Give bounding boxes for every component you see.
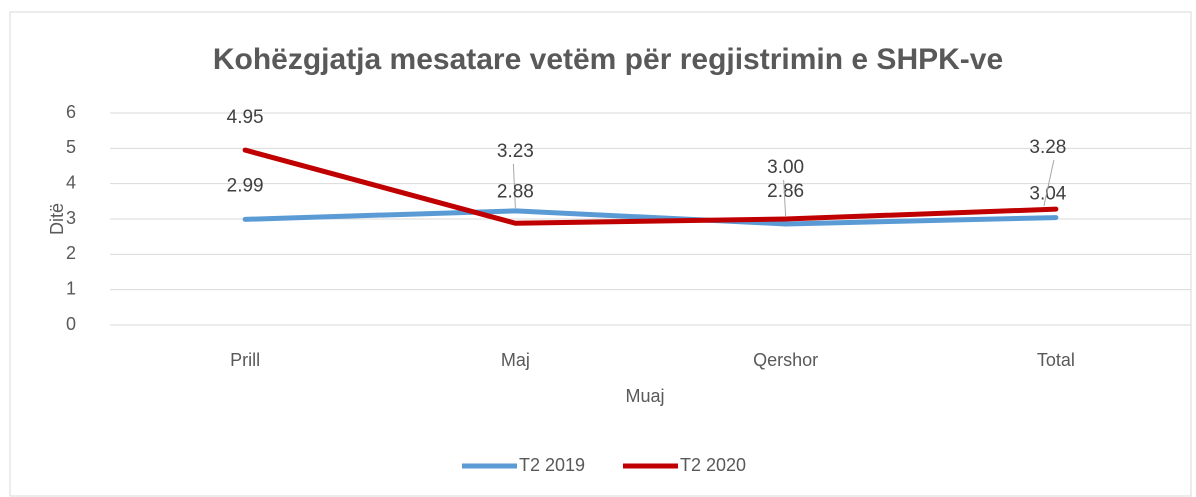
y-axis-title: Ditë: [47, 203, 67, 235]
data-label: 2.99: [227, 175, 264, 196]
data-label: 3.00: [767, 157, 804, 178]
y-tick-label: 5: [66, 137, 76, 157]
x-tick-label: Qershor: [753, 350, 818, 370]
data-label: 2.86: [767, 181, 804, 202]
series-line: [242, 147, 1059, 226]
x-tick-label: Total: [1037, 350, 1075, 370]
legend-label: T2 2019: [519, 455, 585, 475]
data-label: 3.23: [497, 141, 534, 162]
chart-title: Kohëzgjatja mesatare vetëm për regjistri…: [213, 43, 1003, 76]
series-line: [242, 208, 1059, 227]
y-tick-label: 6: [66, 102, 76, 122]
data-label: 3.28: [1029, 137, 1066, 158]
y-tick-label: 2: [66, 243, 76, 263]
y-tick-label: 0: [66, 314, 76, 334]
y-tick-label: 3: [66, 208, 76, 228]
data-label: 3.04: [1029, 184, 1066, 205]
x-axis-title: Muaj: [625, 386, 664, 406]
leader-line: [783, 179, 787, 217]
y-tick-label: 4: [66, 172, 76, 192]
legend-label: T2 2020: [680, 455, 746, 475]
x-tick-label: Prill: [230, 350, 260, 370]
x-tick-label: Maj: [501, 350, 530, 370]
data-label: 2.88: [497, 181, 534, 202]
leader-line: [512, 163, 516, 208]
y-tick-label: 1: [66, 278, 76, 298]
data-label: 4.95: [227, 107, 264, 128]
leader-line: [1043, 160, 1055, 207]
